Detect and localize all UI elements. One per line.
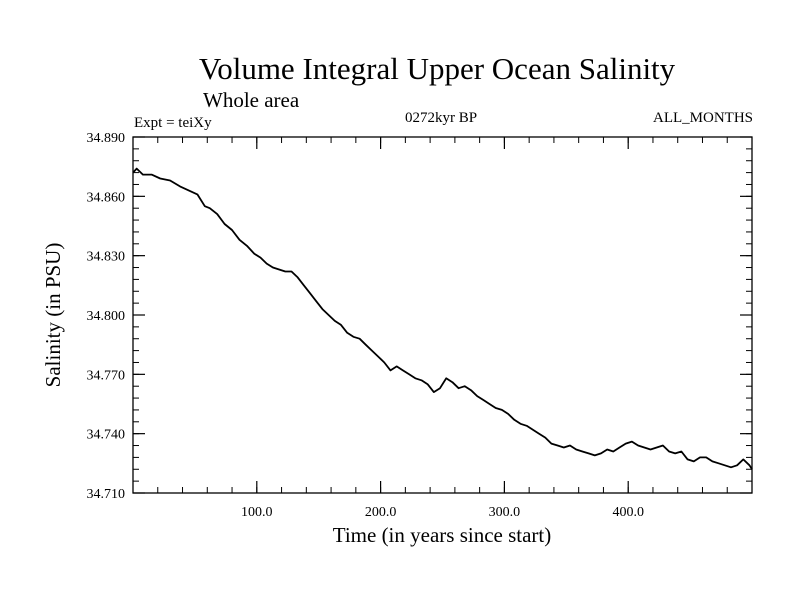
y-tick-label: 34.800	[87, 309, 126, 324]
y-axis-ticks: 34.710 34.740 34.770 34.800 34.830 34.860 34.8…	[87, 131, 752, 502]
x-tick-label: 100.0	[241, 505, 273, 520]
x-tick-label: 400.0	[612, 505, 644, 520]
y-tick-label: 34.830	[87, 250, 126, 265]
chart-title: Volume Integral Upper Ocean Salinity	[199, 51, 676, 86]
y-tick-label: 34.740	[87, 428, 126, 443]
y-tick-label: 34.770	[87, 368, 126, 383]
y-tick-label: 34.860	[87, 190, 126, 205]
x-tick-label: 200.0	[365, 505, 397, 520]
experiment-label: Expt = teiXy	[134, 115, 212, 131]
x-axis-label: Time (in years since start)	[333, 523, 552, 547]
chart-subtitle: Whole area	[203, 88, 300, 112]
series-layer	[132, 167, 753, 470]
y-axis-label: Salinity (in PSU)	[41, 243, 65, 388]
y-tick-label: 34.710	[87, 487, 126, 502]
y-tick-label: 34.890	[87, 131, 126, 146]
plot-frame	[132, 136, 753, 494]
x-tick-label: 300.0	[489, 505, 521, 520]
x-axis-ticks: 100.0 200.0 300.0 400.0	[157, 137, 728, 520]
period-label: 0272kyr BP	[405, 110, 477, 126]
months-label: ALL_MONTHS	[653, 110, 753, 126]
salinity-series-line	[132, 167, 753, 470]
